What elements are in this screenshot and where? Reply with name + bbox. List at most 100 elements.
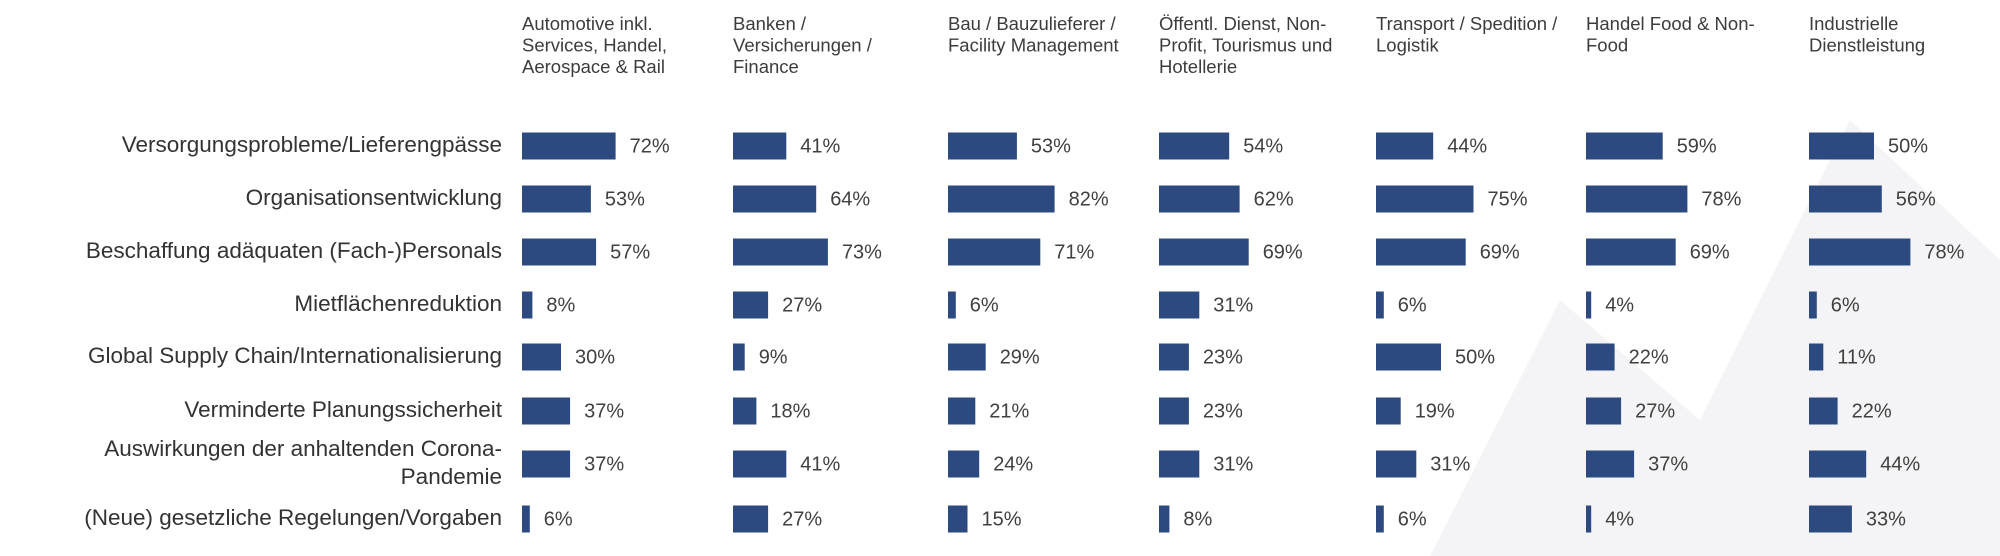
bar (1586, 343, 1615, 371)
value-label: 30% (575, 346, 615, 368)
value-label: 6% (970, 294, 999, 316)
value-label: 54% (1243, 135, 1283, 157)
bar (1159, 505, 1170, 533)
bar (733, 291, 769, 319)
value-label: 75% (1488, 188, 1528, 210)
bar (733, 238, 828, 266)
value-label: 37% (584, 453, 624, 475)
value-label: 19% (1415, 400, 1455, 422)
value-label: 29% (1000, 346, 1040, 368)
bar (1586, 291, 1592, 319)
bar (1159, 185, 1240, 213)
row-label: Pandemie (401, 464, 502, 489)
value-label: 50% (1455, 346, 1495, 368)
value-label: 23% (1203, 346, 1243, 368)
row-label: (Neue) gesetzliche Regelungen/Vorgaben (84, 505, 502, 530)
value-label: 73% (842, 241, 882, 263)
value-label: 78% (1924, 241, 1964, 263)
bar (1586, 185, 1688, 213)
value-labels: 72% 53% 57% 8% 30% 37% 37% 6% 41% 64% 73% 27% 9% 18% 4… (544, 135, 1965, 530)
value-label: 22% (1629, 346, 1669, 368)
column-header-line: Automotive inkl. (522, 13, 653, 34)
bar (522, 185, 591, 213)
bar (1376, 343, 1441, 371)
column-headers: Automotive inkl.Services, Handel,Aerospa… (522, 13, 1925, 77)
bar (948, 291, 956, 319)
bar (948, 505, 968, 533)
bar (1159, 397, 1189, 425)
bar (1809, 132, 1874, 160)
row-label: Global Supply Chain/Internationalisierun… (88, 343, 502, 368)
column-header-line: Finance (733, 56, 799, 77)
value-label: 27% (782, 294, 822, 316)
value-label: 44% (1447, 135, 1487, 157)
column-header-line: Banken / (733, 13, 807, 34)
value-label: 71% (1054, 241, 1094, 263)
value-label: 64% (830, 188, 870, 210)
value-label: 6% (1831, 294, 1860, 316)
column-header-line: Services, Handel, (522, 34, 667, 55)
column-header-line: Hotellerie (1159, 56, 1237, 77)
bar (733, 505, 769, 533)
value-label: 6% (1398, 508, 1427, 530)
value-label: 8% (546, 294, 575, 316)
value-label: 9% (759, 346, 788, 368)
bar (948, 450, 980, 478)
value-label: 23% (1203, 400, 1243, 422)
bar (522, 450, 571, 478)
bar (1376, 132, 1434, 160)
value-label: 15% (982, 508, 1022, 530)
row-labels: Versorgungsprobleme/Lieferengpässe Organi… (84, 132, 503, 530)
bar (733, 132, 787, 160)
bar (1586, 397, 1622, 425)
value-label: 31% (1213, 294, 1253, 316)
value-label: 24% (993, 453, 1033, 475)
value-label: 37% (584, 400, 624, 422)
value-label: 27% (782, 508, 822, 530)
bar (1159, 238, 1249, 266)
column-header-line: Food (1586, 34, 1628, 55)
bar (1809, 397, 1838, 425)
value-label: 53% (1031, 135, 1071, 157)
value-label: 4% (1605, 508, 1634, 530)
value-label: 27% (1635, 400, 1675, 422)
value-label: 4% (1605, 294, 1634, 316)
bar (522, 132, 616, 160)
bar (1809, 238, 1911, 266)
value-label: 8% (1183, 508, 1212, 530)
value-label: 69% (1480, 241, 1520, 263)
value-label: 82% (1069, 188, 1109, 210)
bar (522, 343, 561, 371)
bar (1376, 397, 1401, 425)
value-label: 78% (1701, 188, 1741, 210)
bar (1586, 505, 1592, 533)
bar (522, 238, 597, 266)
column-header-line: Dienstleistung (1809, 34, 1925, 55)
value-label: 62% (1254, 188, 1294, 210)
bar (948, 238, 1041, 266)
value-label: 50% (1888, 135, 1928, 157)
column-header-line: Transport / Spedition / (1376, 13, 1558, 34)
column-header-line: Industrielle (1809, 13, 1898, 34)
value-label: 72% (630, 135, 670, 157)
bar (1809, 291, 1817, 319)
value-label: 41% (800, 135, 840, 157)
bar (1586, 450, 1635, 478)
value-label: 11% (1837, 346, 1876, 368)
value-label: 41% (800, 453, 840, 475)
bar (1809, 505, 1852, 533)
value-label: 37% (1648, 453, 1688, 475)
bar (733, 343, 745, 371)
row-label: Verminderte Planungssicherheit (184, 397, 502, 422)
value-label: 69% (1263, 241, 1303, 263)
value-label: 22% (1852, 400, 1892, 422)
column-header-line: Öffentl. Dienst, Non- (1159, 13, 1326, 34)
value-label: 21% (989, 400, 1029, 422)
row-label: Mietflächenreduktion (294, 291, 502, 316)
row-label: Organisationsentwicklung (246, 185, 502, 210)
bar (1809, 450, 1867, 478)
column-header-line: Versicherungen / (733, 34, 873, 55)
value-label: 31% (1430, 453, 1470, 475)
value-label: 18% (770, 400, 810, 422)
bars (522, 132, 1911, 533)
